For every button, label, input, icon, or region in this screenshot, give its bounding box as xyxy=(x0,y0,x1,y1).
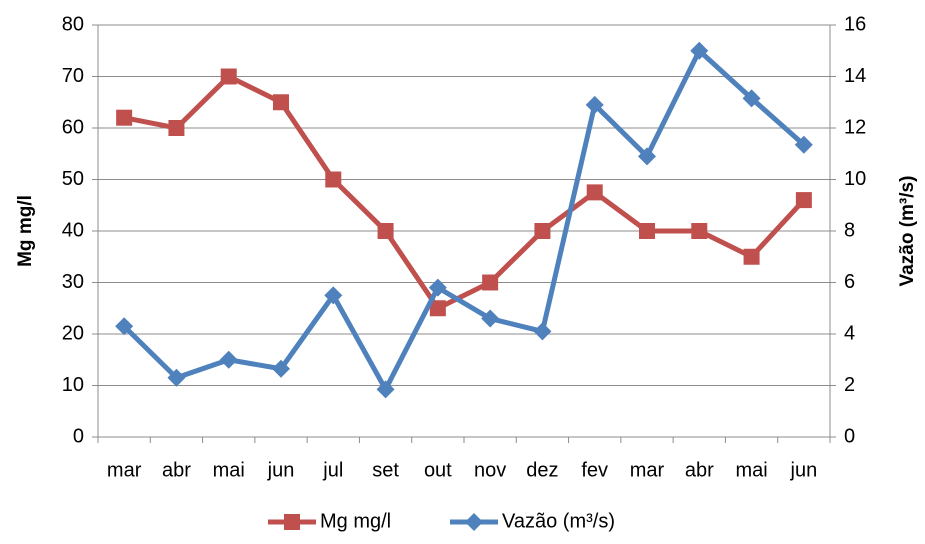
y-tick-label: 20 xyxy=(62,322,84,344)
point xyxy=(167,368,186,387)
legend-marker xyxy=(465,513,483,531)
point xyxy=(324,286,343,305)
point xyxy=(639,223,655,239)
point xyxy=(586,184,603,201)
legend-label: Vazão (m³/s) xyxy=(502,510,615,532)
y-tick-label: 30 xyxy=(62,271,84,293)
y2-tick-label: 4 xyxy=(844,322,855,344)
point xyxy=(691,223,708,239)
y2-tick-label: 10 xyxy=(844,168,866,190)
point xyxy=(795,192,812,209)
x-tick-label: fev xyxy=(581,459,608,481)
x-tick-label: mar xyxy=(107,459,142,481)
y-tick-label: 0 xyxy=(73,425,84,447)
y-axis-label: Mg mg/l xyxy=(15,195,36,267)
point xyxy=(325,171,342,188)
y2-tick-label: 16 xyxy=(844,13,866,35)
point xyxy=(742,89,761,108)
point xyxy=(481,309,500,328)
x-tick-label: jul xyxy=(322,459,343,481)
legend-label: Mg mg/l xyxy=(320,510,391,532)
point xyxy=(482,274,499,291)
point xyxy=(220,68,237,85)
point xyxy=(168,120,185,136)
point xyxy=(533,322,552,341)
legend-marker xyxy=(284,514,300,530)
point xyxy=(794,135,813,154)
point xyxy=(273,94,289,111)
point xyxy=(534,223,551,239)
x-tick-label: jun xyxy=(267,459,295,481)
x-tick-label: set xyxy=(372,459,399,481)
x-tick-label: abr xyxy=(162,459,191,481)
point xyxy=(376,380,395,399)
point xyxy=(428,278,447,297)
y-tick-label: 80 xyxy=(62,13,84,35)
y2-tick-label: 6 xyxy=(844,271,855,293)
x-tick-label: mai xyxy=(213,459,245,481)
point xyxy=(116,109,133,126)
y-tick-label: 60 xyxy=(62,116,84,138)
point xyxy=(690,41,709,60)
series-line xyxy=(123,74,806,311)
point xyxy=(377,223,394,239)
y2-tick-label: 0 xyxy=(844,425,855,447)
y-tick-label: 10 xyxy=(62,374,84,396)
y-tick-label: 50 xyxy=(62,168,84,190)
series-line xyxy=(122,48,806,392)
point xyxy=(638,147,656,166)
y2-tick-label: 12 xyxy=(844,116,866,138)
x-tick-label: jun xyxy=(790,459,818,481)
point xyxy=(743,248,760,265)
point xyxy=(272,359,290,378)
y2-tick-label: 14 xyxy=(844,65,866,87)
point xyxy=(115,317,134,336)
y2-axis-label: Vazão (m³/s) xyxy=(897,176,918,287)
x-tick-label: abr xyxy=(685,459,714,481)
y-tick-label: 70 xyxy=(62,65,84,87)
point xyxy=(585,95,604,114)
y-tick-label: 40 xyxy=(62,219,84,241)
point xyxy=(219,350,238,369)
y2-tick-label: 2 xyxy=(844,374,855,396)
x-tick-label: mar xyxy=(630,459,665,481)
x-tick-label: nov xyxy=(474,459,506,481)
x-tick-label: dez xyxy=(526,459,558,481)
x-tick-label: mai xyxy=(735,459,767,481)
point xyxy=(429,300,446,317)
y2-tick-label: 8 xyxy=(844,219,855,241)
x-tick-label: out xyxy=(424,459,452,481)
